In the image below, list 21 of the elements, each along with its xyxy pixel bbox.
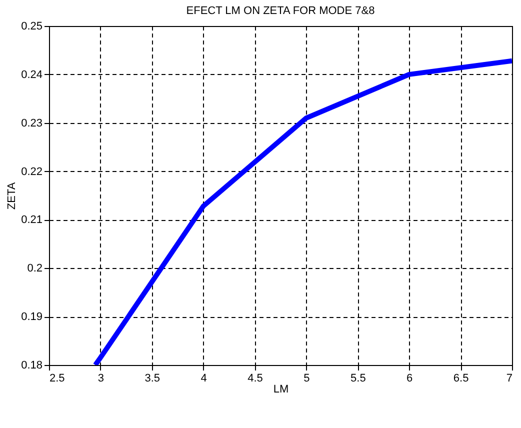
y-tick-label: 0.23 bbox=[21, 117, 42, 130]
chart-title: EFECT LM ON ZETA FOR MODE 7&8 bbox=[186, 5, 375, 17]
x-tick-label: 5 bbox=[304, 372, 310, 384]
y-tick-label: 0.2 bbox=[27, 262, 42, 275]
x-tick-label: 3 bbox=[98, 372, 104, 384]
y-tick-label: 0.19 bbox=[21, 311, 42, 324]
y-axis-title: ZETA bbox=[6, 182, 18, 210]
x-tick-label: 6 bbox=[406, 372, 413, 384]
x-tick-label: 5.5 bbox=[350, 372, 366, 384]
y-tick-label: 0.25 bbox=[21, 20, 42, 32]
x-axis-title: LM bbox=[273, 384, 289, 396]
x-tick-label: 4 bbox=[200, 372, 207, 384]
x-tick-label: 2.5 bbox=[50, 372, 65, 384]
y-tick-label: 0.21 bbox=[21, 214, 42, 226]
y-tick-label: 0.18 bbox=[21, 360, 42, 372]
x-tick-label: 4.5 bbox=[248, 372, 263, 384]
x-tick-label: 3.5 bbox=[144, 372, 160, 384]
y-tick-label: 0.22 bbox=[21, 166, 42, 178]
x-tick-label: 7 bbox=[506, 372, 512, 384]
y-tick-label: 0.24 bbox=[21, 68, 42, 81]
x-tick-label: 6.5 bbox=[453, 372, 469, 384]
